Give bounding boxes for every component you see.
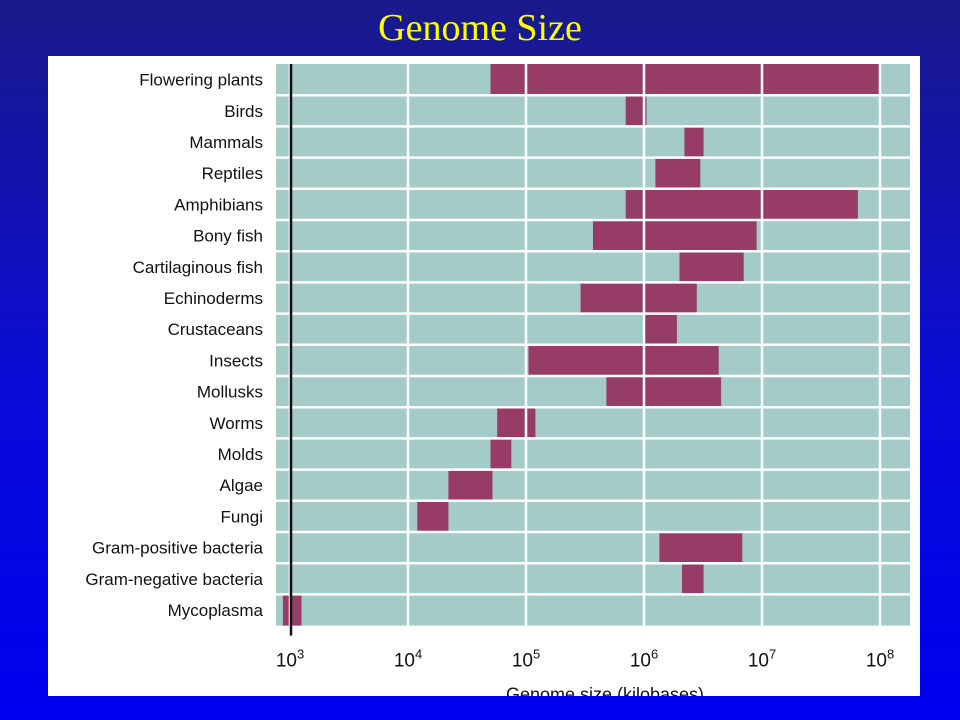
category-label: Flowering plants — [139, 71, 263, 90]
x-axis-title: Genome size (kilobases) — [506, 685, 704, 696]
category-label: Fungi — [220, 507, 263, 526]
category-label: Birds — [224, 102, 263, 121]
bar-echinoderms — [580, 282, 697, 314]
bar-mollusks — [606, 376, 722, 408]
category-label: Reptiles — [202, 164, 263, 183]
category-labels: Flowering plants Birds Mammals Reptiles Amph… — [85, 71, 263, 620]
bars-group — [282, 64, 880, 626]
category-label: Gram-negative bacteria — [85, 570, 263, 589]
category-label: Crustaceans — [168, 320, 263, 339]
slide-title: Genome Size — [378, 7, 582, 49]
bar-worms — [497, 407, 536, 439]
category-label: Worms — [209, 414, 263, 433]
x-tick-labels: 103 104 105 106 107 108 — [276, 647, 894, 672]
category-label: Molds — [218, 445, 263, 464]
bar-insects — [528, 344, 719, 376]
x-tick-label: 107 — [748, 647, 776, 672]
bar-reptiles — [655, 157, 701, 189]
bar-gram-positive-bacteria — [659, 532, 743, 564]
bar-crustaceans — [644, 313, 677, 345]
bar-molds — [490, 438, 512, 470]
bar-gram-negative-bacteria — [682, 563, 704, 595]
category-label: Amphibians — [174, 195, 263, 214]
bar-fungi — [417, 500, 449, 532]
x-tick-label: 106 — [630, 647, 658, 672]
bar-flowering-plants — [490, 64, 880, 96]
x-tick-label: 105 — [512, 647, 540, 672]
bar-cartilaginous-fish — [679, 251, 744, 283]
x-tick-label: 108 — [866, 647, 894, 672]
category-label: Mammals — [189, 133, 263, 152]
category-label: Algae — [220, 476, 263, 495]
chart-panel: Flowering plants Birds Mammals Reptiles Amph… — [48, 56, 920, 696]
category-label: Gram-positive bacteria — [92, 539, 264, 558]
category-label: Cartilaginous fish — [133, 258, 263, 277]
bar-amphibians — [625, 188, 858, 220]
category-label: Insects — [209, 351, 263, 370]
category-label: Bony fish — [193, 227, 263, 246]
bar-algae — [448, 469, 493, 501]
genome-size-chart: Flowering plants Birds Mammals Reptiles Amph… — [85, 64, 910, 696]
x-tick-label: 103 — [276, 647, 304, 672]
bar-birds — [625, 95, 647, 127]
category-label: Echinoderms — [164, 289, 263, 308]
bar-bony-fish — [593, 220, 757, 252]
bar-mammals — [684, 126, 704, 158]
category-label: Mollusks — [197, 383, 263, 402]
x-tick-label: 104 — [394, 647, 422, 672]
category-label: Mycoplasma — [168, 601, 264, 620]
